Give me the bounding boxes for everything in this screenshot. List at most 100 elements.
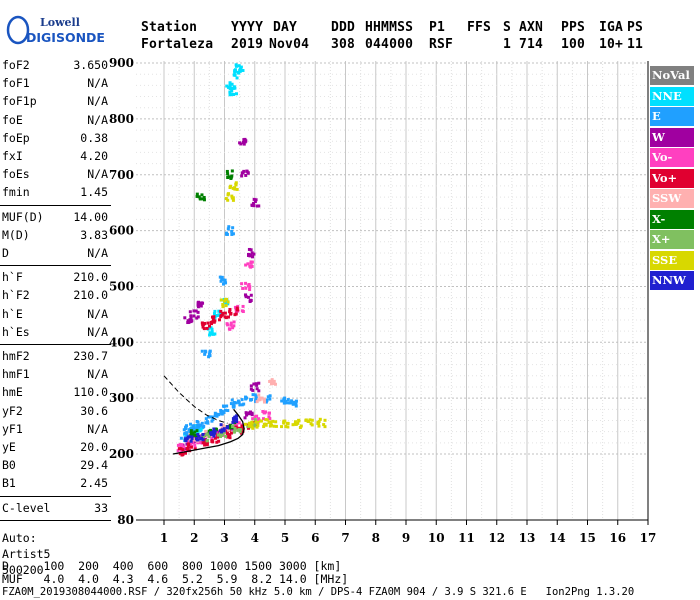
data-point-w xyxy=(254,198,258,202)
param-row-group4-0: hmF2 230.7 xyxy=(2,349,108,367)
data-point-vo+ xyxy=(187,442,191,446)
param-value: 230.7 xyxy=(73,349,108,363)
data-point-w xyxy=(189,314,193,318)
data-point-sse xyxy=(307,419,311,423)
param-label: yE xyxy=(2,440,16,454)
data-point-vo- xyxy=(182,445,186,449)
data-point-vo- xyxy=(250,264,254,268)
data-point-ssw xyxy=(268,379,272,383)
data-point-x- xyxy=(209,428,213,432)
data-point-sse xyxy=(224,197,228,201)
data-point-vo+ xyxy=(177,447,181,451)
data-point-w xyxy=(196,315,200,319)
data-point-nne xyxy=(232,73,236,77)
data-point-nne xyxy=(225,84,229,88)
data-point-vo+ xyxy=(189,445,193,449)
data-point-ssw xyxy=(192,437,196,441)
data-point-e xyxy=(219,279,223,283)
data-point-e xyxy=(206,421,210,425)
data-point-e xyxy=(283,396,287,400)
param-value: 210.0 xyxy=(73,288,108,303)
data-point-x+ xyxy=(253,424,257,428)
data-point-x- xyxy=(225,169,229,173)
data-point-nnw xyxy=(222,427,226,431)
data-point-vo- xyxy=(176,449,180,453)
data-point-nnw xyxy=(211,430,215,434)
data-point-e xyxy=(218,275,222,279)
data-point-e xyxy=(254,395,258,399)
data-point-e xyxy=(230,229,234,233)
data-point-e xyxy=(203,349,207,353)
data-point-vo- xyxy=(228,327,232,331)
data-point-sse xyxy=(255,425,259,429)
x-tick-label: 8 xyxy=(372,531,380,545)
data-point-x- xyxy=(229,425,233,429)
data-point-e xyxy=(211,415,215,419)
data-point-x- xyxy=(198,197,202,201)
data-point-e xyxy=(222,411,226,415)
data-point-vo+ xyxy=(228,433,232,437)
digisonde-logo: Lowell DIGISONDE xyxy=(6,15,105,45)
data-point-x- xyxy=(189,429,193,433)
param-value: 20.0 xyxy=(80,440,108,454)
x-tick-label: 12 xyxy=(488,531,505,545)
x-tick-label: 5 xyxy=(281,531,289,545)
param-row-group2-0: MUF(D) 14.00 xyxy=(2,210,108,228)
legend-item-nnw: NNW xyxy=(650,271,694,290)
data-point-nne xyxy=(234,64,238,68)
data-point-e xyxy=(244,397,248,401)
param-label: B0 xyxy=(2,458,16,473)
data-point-sse xyxy=(274,420,278,424)
data-point-e xyxy=(254,397,258,401)
data-point-nnw xyxy=(201,432,205,436)
header-value-0: Fortaleza xyxy=(141,37,214,52)
data-point-vo+ xyxy=(226,315,230,319)
y-tick-label: 700 xyxy=(109,168,134,182)
data-point-vo+ xyxy=(228,307,232,311)
data-point-e xyxy=(211,418,215,422)
header-value-11: 11 xyxy=(627,37,644,52)
data-point-e xyxy=(230,398,234,402)
data-point-vo- xyxy=(193,443,197,447)
data-point-w xyxy=(230,427,234,431)
data-point-vo- xyxy=(176,443,180,447)
data-point-e xyxy=(251,393,255,397)
data-point-vo+ xyxy=(225,435,229,439)
data-point-sse xyxy=(264,423,268,427)
legend-item-nne: NNE xyxy=(650,86,694,106)
param-label: hmF1 xyxy=(2,367,30,382)
data-point-vo+ xyxy=(193,447,197,451)
data-point-sse xyxy=(260,419,264,423)
header-value-9: 100 xyxy=(561,37,586,52)
data-point-sse xyxy=(272,424,276,428)
profile-curve xyxy=(172,408,245,455)
data-point-e xyxy=(189,427,193,431)
x-tick-label: 14 xyxy=(549,531,566,545)
footer-info-line: FZA0M_2019308044000.RSF / 320fx256h 50 k… xyxy=(2,586,635,598)
data-point-e xyxy=(225,404,229,408)
header-label-8: AXN xyxy=(519,20,544,35)
header-label-4: HHMMSS xyxy=(365,20,414,35)
header-label-0: Station xyxy=(141,20,198,35)
y-tick-label: 500 xyxy=(109,279,134,293)
header-label-11: PS xyxy=(627,20,644,35)
param-value: 3.83 xyxy=(80,227,108,242)
data-point-w xyxy=(252,252,256,256)
data-point-e xyxy=(200,349,204,353)
data-point-nne xyxy=(234,92,238,96)
data-point-nnw xyxy=(234,417,238,421)
data-point-nne xyxy=(226,302,230,306)
param-row-group5-0: C-level 33 xyxy=(2,501,108,519)
data-point-vo+ xyxy=(235,308,239,312)
data-point-ssw xyxy=(269,382,273,386)
data-point-ssw xyxy=(204,429,208,433)
data-point-x- xyxy=(201,197,205,201)
data-point-w xyxy=(196,305,200,309)
param-label: yF2 xyxy=(2,403,23,418)
data-point-nnw xyxy=(235,420,239,424)
data-point-vo- xyxy=(248,285,252,289)
data-point-e xyxy=(240,398,244,402)
header-value-3: 308 xyxy=(331,37,356,52)
data-point-vo+ xyxy=(219,309,223,313)
param-value: 1.45 xyxy=(80,185,108,200)
